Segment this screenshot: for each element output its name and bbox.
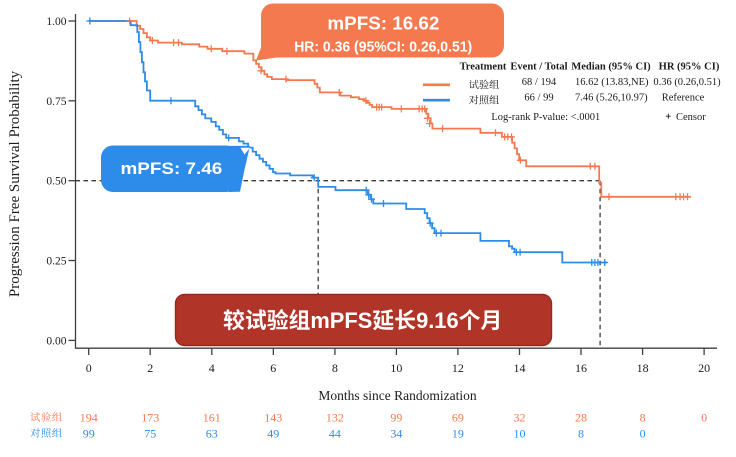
svg-text:8: 8	[640, 411, 646, 425]
svg-text:12: 12	[452, 361, 464, 375]
svg-text:0.50: 0.50	[46, 176, 66, 188]
svg-text:0: 0	[640, 427, 646, 441]
svg-text:Progression Free Survival Prob: Progression Free Survival Probability	[7, 70, 23, 297]
svg-text:mPFS: mPFS	[310, 308, 372, 333]
svg-text:28: 28	[575, 411, 587, 425]
svg-text:0: 0	[701, 411, 707, 425]
svg-text:1.00: 1.00	[46, 16, 66, 28]
svg-text:Median (95% CI): Median (95% CI)	[571, 61, 651, 72]
svg-text:194: 194	[80, 411, 98, 425]
svg-text:4: 4	[209, 361, 215, 375]
svg-text:HR: 0.36 (95%CI: 0.26,0.51): HR: 0.36 (95%CI: 0.26,0.51)	[294, 40, 472, 56]
svg-text:Treatment: Treatment	[460, 61, 507, 72]
svg-text:161: 161	[203, 411, 221, 425]
svg-text:20: 20	[698, 361, 710, 375]
svg-text:18: 18	[637, 361, 649, 375]
svg-text:7.46 (5.26,10.97): 7.46 (5.26,10.97)	[575, 92, 648, 103]
svg-text:68 / 194: 68 / 194	[522, 77, 557, 88]
svg-text:Reference: Reference	[662, 92, 705, 103]
svg-text:0.00: 0.00	[46, 335, 66, 347]
svg-text:8: 8	[332, 361, 338, 375]
svg-text:14: 14	[514, 361, 526, 375]
svg-text:44: 44	[329, 427, 341, 441]
svg-text:0.75: 0.75	[46, 96, 66, 108]
svg-text:32: 32	[514, 411, 526, 425]
svg-text:Censor: Censor	[676, 112, 706, 123]
svg-text:HR (95% CI): HR (95% CI)	[659, 61, 720, 72]
svg-text:Log-rank P-value: <.0001: Log-rank P-value: <.0001	[491, 112, 600, 123]
svg-text:99: 99	[83, 427, 95, 441]
svg-text:0: 0	[86, 361, 92, 375]
svg-text:16.62 (13.83,NE): 16.62 (13.83,NE)	[575, 77, 649, 88]
svg-text:10: 10	[514, 427, 526, 441]
svg-text:99: 99	[390, 411, 402, 425]
svg-text:69: 69	[452, 411, 464, 425]
svg-text:66 / 99: 66 / 99	[524, 92, 553, 103]
svg-text:8: 8	[578, 427, 584, 441]
svg-text:Event / Total: Event / Total	[510, 61, 567, 72]
svg-text:16: 16	[575, 361, 587, 375]
svg-text:mPFS: 16.62: mPFS: 16.62	[327, 14, 439, 34]
svg-text:132: 132	[326, 411, 344, 425]
svg-text:34: 34	[390, 427, 402, 441]
svg-text:0.25: 0.25	[46, 256, 66, 268]
svg-text:0.36 (0.26,0.51): 0.36 (0.26,0.51)	[653, 77, 721, 88]
svg-text:10: 10	[390, 361, 402, 375]
svg-text:Months since Randomization: Months since Randomization	[318, 388, 476, 403]
svg-text:19: 19	[452, 427, 464, 441]
svg-text:173: 173	[141, 411, 159, 425]
svg-text:mPFS: 7.46: mPFS: 7.46	[121, 159, 223, 178]
svg-text:63: 63	[206, 427, 218, 441]
svg-text:9.16: 9.16	[416, 308, 459, 333]
svg-text:143: 143	[264, 411, 282, 425]
svg-text:6: 6	[270, 361, 276, 375]
svg-text:2: 2	[147, 361, 153, 375]
svg-text:75: 75	[144, 427, 156, 441]
svg-text:49: 49	[267, 427, 279, 441]
